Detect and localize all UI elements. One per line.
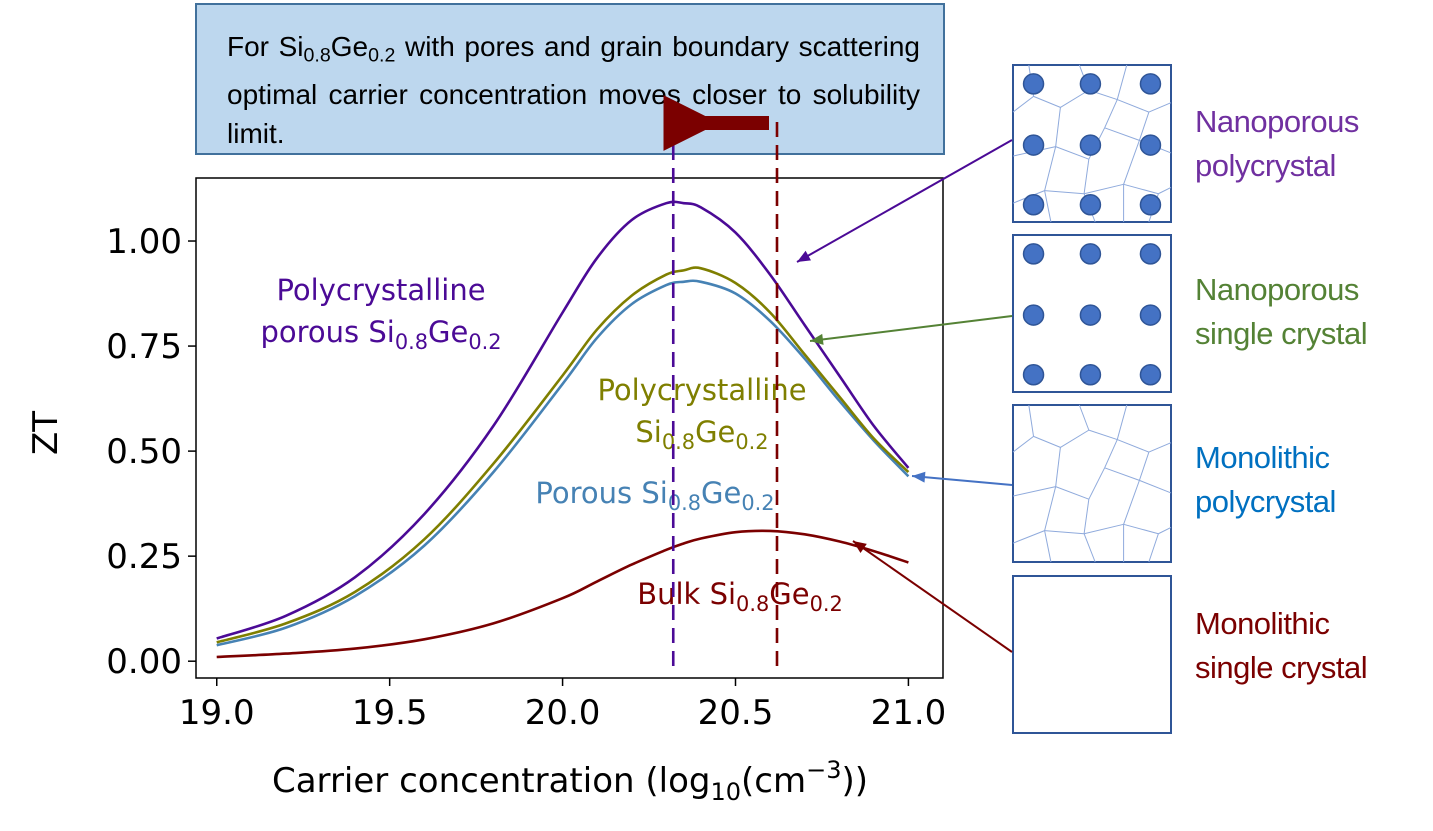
structure-panels	[1013, 65, 1171, 733]
panel-label-nanoporous-polycrystal: Nanoporous polycrystal	[1195, 100, 1359, 188]
pore	[1140, 305, 1160, 325]
pore	[1024, 195, 1044, 215]
pore	[1080, 135, 1100, 155]
y-tick-label: 0.75	[106, 327, 182, 367]
x-tick-label: 19.0	[179, 693, 255, 733]
panel-arrows	[797, 140, 1012, 652]
x-axis-label: Carrier concentration (log10(cm−3))	[272, 756, 868, 806]
x-tick-label: 20.0	[525, 693, 601, 733]
panel-arrow-3	[912, 476, 1012, 485]
pore	[1140, 244, 1160, 264]
x-tick-label: 19.5	[352, 693, 428, 733]
series-label-polycrystalline-porous-line1: Polycrystalline	[276, 273, 485, 307]
y-tick-label: 0.25	[106, 537, 182, 577]
x-tick-label: 21.0	[871, 693, 947, 733]
pore	[1024, 244, 1044, 264]
y-tick-label: 0.50	[106, 432, 182, 472]
panel-label-nanoporous-single-crystal: Nanoporous single crystal	[1195, 268, 1367, 356]
series-labels: Polycrystalline porous Si0.8Ge0.2 Polycrys…	[260, 273, 842, 616]
panel-arrow-2	[810, 316, 1012, 341]
structure-panel-4	[1013, 576, 1171, 733]
y-tick-label: 0.00	[106, 642, 182, 682]
pore	[1080, 244, 1100, 264]
pore	[1080, 305, 1100, 325]
panel-label-monolithic-single-crystal: Monolithic single crystal	[1195, 602, 1367, 690]
x-tick-label: 20.5	[698, 693, 774, 733]
y-axis-label: ZT	[26, 411, 66, 455]
series-label-polycrystalline-line1: Polycrystalline	[597, 373, 806, 407]
panel-arrowhead-4	[853, 541, 867, 553]
pore	[1140, 195, 1160, 215]
series-line-polycrystalline-porous	[217, 202, 909, 639]
pore	[1140, 74, 1160, 94]
series-label-polycrystalline-line2: Si0.8Ge0.2	[635, 415, 768, 454]
structure-panel-1	[1013, 65, 1171, 222]
structure-panel-2	[1013, 235, 1171, 392]
y-tick-label: 1.00	[106, 222, 182, 262]
pore	[1140, 135, 1160, 155]
pore	[1024, 365, 1044, 385]
pore	[1024, 135, 1044, 155]
panel-arrowhead-1	[797, 251, 811, 262]
series-label-bulk-line2: Bulk Si0.8Ge0.2	[637, 577, 843, 616]
series-label-polycrystalline-porous-line2: porous Si0.8Ge0.2	[260, 315, 501, 354]
pore	[1080, 74, 1100, 94]
panel-arrow-4	[853, 541, 1012, 652]
panel-arrow-1	[797, 140, 1012, 262]
panel-label-monolithic-polycrystal: Monolithic polycrystal	[1195, 436, 1336, 524]
pore	[1140, 365, 1160, 385]
pore	[1024, 74, 1044, 94]
pore	[1080, 195, 1100, 215]
pore	[1024, 305, 1044, 325]
panel-frame	[1013, 576, 1171, 733]
pore	[1080, 365, 1100, 385]
series-label-porous-line2: Porous Si0.8Ge0.2	[535, 476, 774, 515]
structure-panel-3	[1013, 405, 1171, 562]
